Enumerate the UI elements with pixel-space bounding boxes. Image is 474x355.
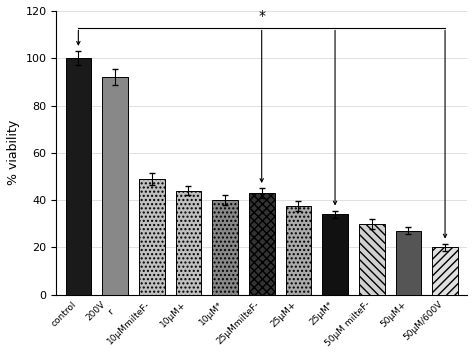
Bar [212,200,238,295]
Text: *: * [258,9,265,23]
Bar [359,224,384,295]
Bar [65,58,91,295]
Bar [322,214,348,295]
Bar [102,77,128,295]
Bar [175,191,201,295]
Y-axis label: % viability: % viability [7,120,20,185]
Bar [249,193,274,295]
Bar [139,179,164,295]
Bar [395,231,421,295]
Bar [285,206,311,295]
Bar [432,247,458,295]
